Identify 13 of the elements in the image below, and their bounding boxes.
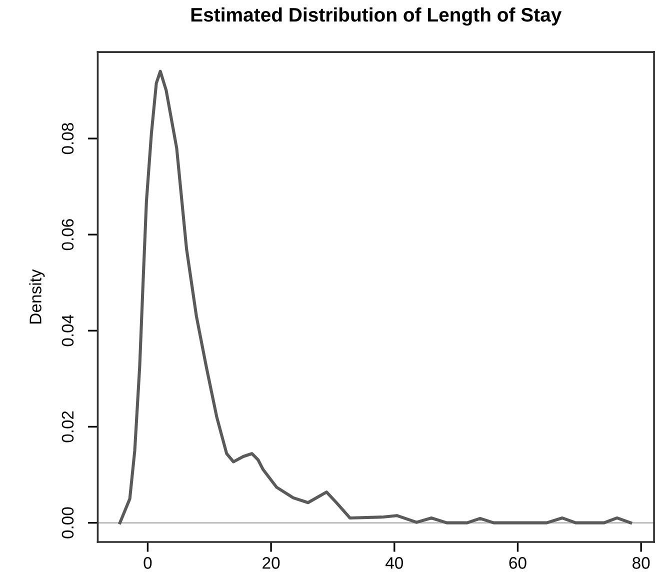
x-tick-label: 80 (632, 557, 650, 569)
line-series (118, 70, 632, 524)
chart-title: Estimated Distribution of Length of Stay (191, 7, 562, 26)
y-axis-title: Density (29, 269, 45, 324)
x-tick-label: 60 (509, 557, 526, 569)
y-tick-label: 0.06 (62, 219, 74, 250)
y-tick-label: 0.08 (62, 123, 74, 154)
y-tick-label: 0.00 (62, 507, 74, 538)
x-tick-label: 0 (144, 557, 152, 569)
y-tick-label: 0.04 (62, 314, 74, 346)
y-tick-label: 0.02 (62, 411, 74, 442)
x-tick-label: 20 (262, 557, 280, 569)
x-tick-label: 40 (386, 557, 404, 569)
